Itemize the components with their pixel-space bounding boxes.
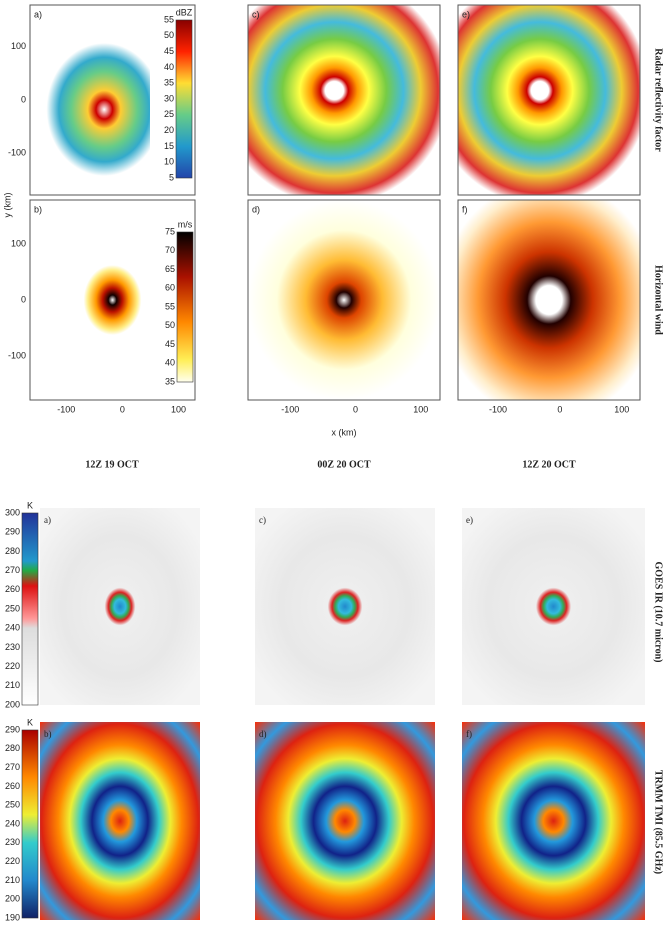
panel-image: [248, 200, 440, 400]
colorbar-tick-label: 230: [5, 642, 20, 652]
colorbar-unit: K: [27, 717, 33, 727]
colorbar-tick-label: 45: [164, 46, 174, 56]
colorbar-tick-label: 40: [165, 358, 175, 368]
y-tick-label: -100: [8, 148, 26, 158]
colorbar-tick-label: 50: [164, 30, 174, 40]
colorbar-tick-label: 60: [165, 283, 175, 293]
colorbar-tick-label: 220: [5, 661, 20, 671]
panel-label: a): [34, 9, 42, 19]
panel-image: [458, 5, 640, 195]
colorbar: [22, 513, 38, 705]
colorbar-tick-label: 280: [5, 743, 20, 753]
x-tick-label: 0: [557, 404, 562, 414]
colorbar-tick-label: 25: [164, 109, 174, 119]
panel-label: c): [252, 9, 260, 19]
y-tick-label: 100: [11, 238, 26, 248]
row-label: Horizontal wind: [653, 265, 664, 335]
time-label: 12Z 19 OCT: [85, 459, 139, 470]
panel-image: [255, 722, 435, 920]
time-label: 00Z 20 OCT: [317, 459, 371, 470]
row-label: Radar reflectivity factor: [653, 48, 664, 152]
colorbar-tick-label: 70: [165, 245, 175, 255]
x-tick-label: 0: [120, 404, 125, 414]
colorbar: [22, 730, 38, 918]
x-tick-label: -100: [281, 404, 299, 414]
colorbar-tick-label: 55: [165, 301, 175, 311]
x-tick-label: 100: [413, 404, 428, 414]
figure: a)c)e)b)-1000100d)-1000100f)-10001001000…: [0, 0, 667, 927]
panel-label: b): [44, 729, 52, 739]
colorbar-tick-label: 35: [164, 78, 174, 88]
colorbar-tick-label: 210: [5, 875, 20, 885]
colorbar: [176, 20, 192, 178]
panel-label: d): [252, 204, 260, 214]
y-axis-label: y (km): [2, 193, 12, 218]
colorbar-tick-label: 250: [5, 603, 20, 613]
colorbar-tick-label: 210: [5, 680, 20, 690]
time-label: 12Z 20 OCT: [522, 459, 576, 470]
colorbar-tick-label: 20: [164, 125, 174, 135]
panel-label: f): [462, 204, 468, 214]
colorbar-tick-label: 35: [165, 376, 175, 386]
row-label: GOES IR (10.7 micron): [653, 562, 664, 663]
colorbar-tick-label: 270: [5, 762, 20, 772]
colorbar-tick-label: 280: [5, 546, 20, 556]
y-tick-label: 100: [11, 41, 26, 51]
colorbar-tick-label: 10: [164, 157, 174, 167]
x-axis-label: x (km): [332, 427, 357, 437]
colorbar-unit: dBZ: [176, 7, 193, 17]
colorbar-tick-label: 260: [5, 584, 20, 594]
colorbar-tick-label: 220: [5, 856, 20, 866]
colorbar-tick-label: 300: [5, 507, 20, 517]
y-tick-label: 0: [21, 294, 26, 304]
colorbar-tick-label: 50: [165, 320, 175, 330]
colorbar-tick-label: 45: [165, 339, 175, 349]
panel-image: [248, 5, 440, 195]
panel-label: f): [466, 729, 472, 739]
panel-label: c): [259, 515, 266, 525]
panel-image: [458, 200, 640, 400]
colorbar-tick-label: 30: [164, 93, 174, 103]
colorbar-tick-label: 40: [164, 62, 174, 72]
colorbar-unit: m/s: [178, 219, 193, 229]
colorbar-tick-label: 5: [169, 172, 174, 182]
panel-image: [40, 722, 200, 920]
colorbar-tick-label: 270: [5, 565, 20, 575]
row-label: TRMM TMI (85.5 GHz): [653, 770, 664, 874]
y-tick-label: -100: [8, 350, 26, 360]
panel-label: e): [466, 515, 473, 525]
x-tick-label: -100: [57, 404, 75, 414]
colorbar-tick-label: 240: [5, 818, 20, 828]
colorbar-tick-label: 290: [5, 527, 20, 537]
colorbar: [177, 232, 193, 382]
x-tick-label: 0: [353, 404, 358, 414]
panel-image: [462, 508, 645, 705]
colorbar-tick-label: 200: [5, 894, 20, 904]
colorbar-unit: K: [27, 500, 33, 510]
colorbar-tick-label: 250: [5, 800, 20, 810]
panel-image: [255, 508, 435, 705]
panel-image: [462, 722, 645, 920]
panel-label: e): [462, 9, 470, 19]
colorbar-tick-label: 290: [5, 724, 20, 734]
colorbar-tick-label: 190: [5, 912, 20, 922]
colorbar-tick-label: 200: [5, 699, 20, 709]
colorbar-tick-label: 75: [165, 226, 175, 236]
x-tick-label: 100: [614, 404, 629, 414]
x-tick-label: 100: [171, 404, 186, 414]
panel-label: d): [259, 729, 267, 739]
panel-image: [40, 508, 200, 705]
panel-label: b): [34, 204, 42, 214]
colorbar-tick-label: 65: [165, 264, 175, 274]
y-tick-label: 0: [21, 94, 26, 104]
colorbar-tick-label: 240: [5, 623, 20, 633]
panel-label: a): [44, 515, 51, 525]
colorbar-tick-label: 230: [5, 837, 20, 847]
colorbar-tick-label: 15: [164, 141, 174, 151]
x-tick-label: -100: [489, 404, 507, 414]
colorbar-tick-label: 55: [164, 14, 174, 24]
colorbar-tick-label: 260: [5, 781, 20, 791]
